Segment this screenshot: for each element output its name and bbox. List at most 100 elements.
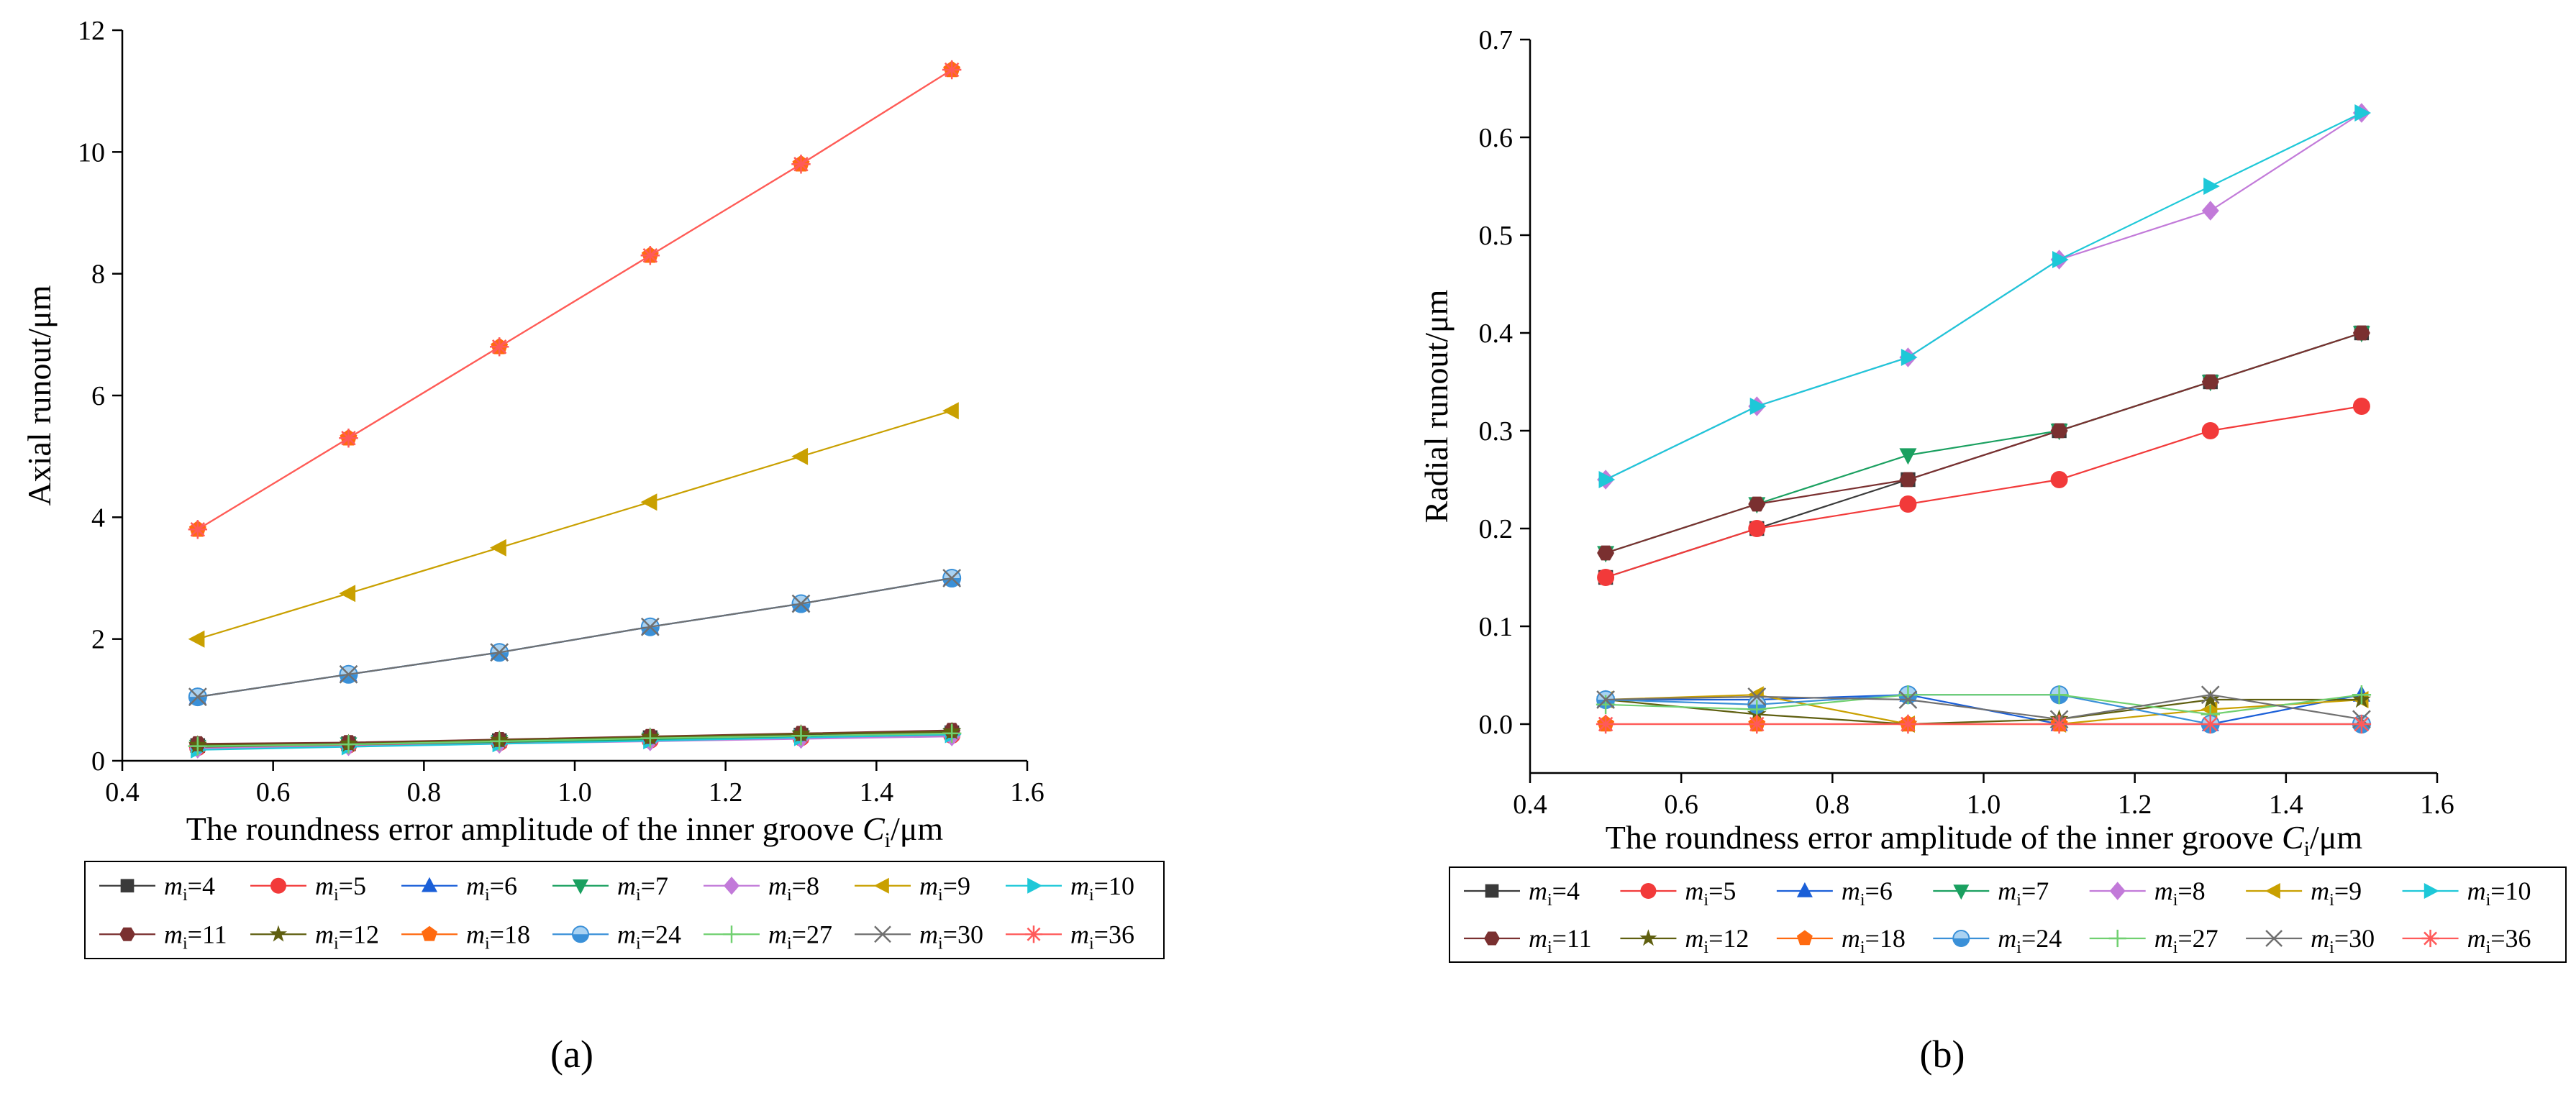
chart-a-point-m36 (489, 337, 509, 357)
chart-b-point-m10 (1901, 349, 1918, 366)
chart-a-legend-marker-m8 (724, 877, 739, 895)
chart-a-legend-label-m12: mi=12 (315, 920, 379, 953)
chart-b-legend-entry-m6: mi=6 (1776, 877, 1893, 910)
chart-a-point-m27 (640, 728, 660, 748)
chart-a-legend-marker-m24 (572, 925, 589, 943)
chart-b-legend-marker-m12 (1639, 929, 1657, 946)
chart-b-point-m11 (2352, 325, 2370, 341)
chart-a-legend-label-m5: mi=5 (315, 872, 366, 905)
chart-b-series-m8 (1597, 103, 2370, 490)
chart-b-legend-marker-m5 (1640, 883, 1657, 899)
chart-a-legend-label-m6: mi=6 (466, 872, 517, 905)
chart-a-legend-marker-m6 (422, 877, 437, 892)
chart-b-series-m18 (1597, 715, 2370, 732)
chart-b-legend-marker-m7 (1953, 884, 1970, 900)
chart-b-point-m30 (2200, 685, 2220, 705)
chart-a-legend-entry-m24: mi=24 (552, 920, 681, 953)
chart-a-legend-marker-m9 (873, 877, 889, 894)
chart-a-x-tick-label: 1.0 (557, 777, 592, 808)
chart-b-legend-label-m6: mi=6 (1842, 877, 1893, 910)
chart-b-point-m27 (2352, 685, 2372, 705)
chart-b-y-tick-label: 0.7 (1479, 25, 1514, 55)
chart-a-legend-marker-m10 (1027, 877, 1043, 894)
chart-a-point-m27 (942, 723, 962, 744)
chart-a-legend-entry-m36: mi=36 (1006, 920, 1134, 953)
chart-a-point-m30 (640, 617, 660, 636)
chart-b-point-m10 (2354, 104, 2372, 122)
chart-b-x-tick-label: 0.4 (1513, 790, 1547, 820)
chart-a-point-m27 (188, 736, 208, 756)
chart-a-legend-entry-m5: mi=5 (250, 872, 366, 905)
chart-a-legend-entry-m11: mi=11 (99, 920, 227, 953)
chart-b-point-m27 (1898, 685, 1918, 705)
chart-a-point-m30 (188, 687, 207, 706)
chart-b-point-m5 (2352, 398, 2370, 415)
chart-b-point-m10 (2203, 178, 2220, 195)
chart-b-y-tick-label: 0.0 (1479, 710, 1514, 740)
chart-a-legend-label-m8: mi=8 (768, 872, 819, 905)
chart-b-point-m36 (1747, 714, 1767, 734)
chart-b-legend-marker-m11 (1484, 931, 1500, 946)
chart-a-legend-label-m24: mi=24 (617, 920, 681, 953)
chart-a-legend-label-m9: mi=9 (919, 872, 970, 905)
chart-a-point-m9 (339, 585, 356, 603)
chart-b-point-m11 (1748, 496, 1766, 512)
chart-b-legend-marker-m9 (2265, 883, 2280, 899)
chart-b-x-tick-label: 0.8 (1816, 790, 1850, 820)
chart-b-series-line-m27 (1606, 694, 2362, 715)
chart-b-series-m27 (1596, 685, 2372, 724)
chart-b-legend-entry-m5: mi=5 (1620, 877, 1736, 910)
chart-b-legend-entry-m8: mi=8 (2089, 877, 2206, 910)
chart-b-point-m30 (1596, 690, 1615, 709)
chart-a-y-tick-label: 2 (91, 625, 105, 655)
chart-a-legend-entry-m9: mi=9 (855, 872, 970, 905)
chart-b-legend-entry-m10: mi=10 (2402, 877, 2531, 910)
chart-a-legend-marker-m5 (270, 877, 286, 894)
chart-a-legend-label-m30: mi=30 (919, 920, 983, 953)
chart-a-x-axis-title: The roundness error amplitude of the inn… (186, 810, 944, 852)
chart-b-point-m11 (2050, 423, 2068, 439)
chart-b-legend-entry-m4: mi=4 (1464, 877, 1580, 910)
chart-b-y-tick-label: 0.4 (1479, 319, 1514, 349)
chart-b-point-m5 (1597, 569, 1615, 586)
chart-a-legend-marker-m4 (120, 879, 135, 893)
chart-a-series-line-m9 (197, 410, 952, 640)
chart-a-series-m30 (188, 569, 962, 706)
chart-a-x-tick-label: 0.4 (105, 777, 140, 808)
chart-a-point-m9 (791, 447, 809, 465)
chart-a-point-m27 (339, 734, 358, 754)
chart-b-legend-entry-m7: mi=7 (1933, 877, 2049, 910)
chart-b-series-m7 (1597, 326, 2370, 563)
chart-a-point-m30 (791, 594, 811, 613)
chart-b-legend-marker-m18 (1796, 930, 1813, 946)
chart-a-legend-marker-m18 (422, 925, 437, 941)
chart-a-point-m36 (339, 429, 358, 448)
chart-a-legend-entry-m27: mi=27 (704, 920, 832, 953)
chart-a-legend-entry-m7: mi=7 (552, 872, 668, 905)
chart-a-point-m30 (490, 643, 509, 662)
chart-b-x-tick-label: 1.4 (2269, 790, 2303, 820)
chart-b-point-m36 (1898, 714, 1918, 734)
chart-a-legend-entry-m18: mi=18 (401, 920, 530, 953)
chart-a-series-m9 (188, 402, 959, 648)
chart-b-legend-entry-m30: mi=30 (2246, 924, 2375, 957)
chart-b-legend-marker-m4 (1485, 884, 1499, 898)
chart-b-legend-label-m9: mi=9 (2311, 877, 2362, 910)
chart-b-legend-entry-m12: mi=12 (1620, 924, 1749, 957)
chart-b-y-tick-label: 0.3 (1479, 416, 1514, 447)
chart-b-point-m11 (1899, 472, 1917, 488)
chart-b-x-tick-label: 0.6 (1664, 790, 1698, 820)
chart-a-point-m27 (791, 726, 811, 746)
chart-b-series-line-m12 (1605, 698, 2362, 726)
chart-b-legend-label-m4: mi=4 (1529, 877, 1580, 910)
chart-b-point-m5 (2201, 422, 2219, 439)
chart-b-legend-entry-m36: mi=36 (2402, 924, 2531, 957)
chart-a-x-tick-label: 1.6 (1010, 777, 1044, 808)
chart-b-legend-marker-m27 (2108, 929, 2126, 948)
chart-a-legend-label-m11: mi=11 (164, 920, 227, 953)
chart-a-legend-label-m18: mi=18 (466, 920, 530, 953)
chart-b-series-line-m5 (1605, 405, 2362, 579)
chart-a-legend-entry-m10: mi=10 (1006, 872, 1134, 905)
chart-b-series-m36 (1596, 714, 2372, 734)
